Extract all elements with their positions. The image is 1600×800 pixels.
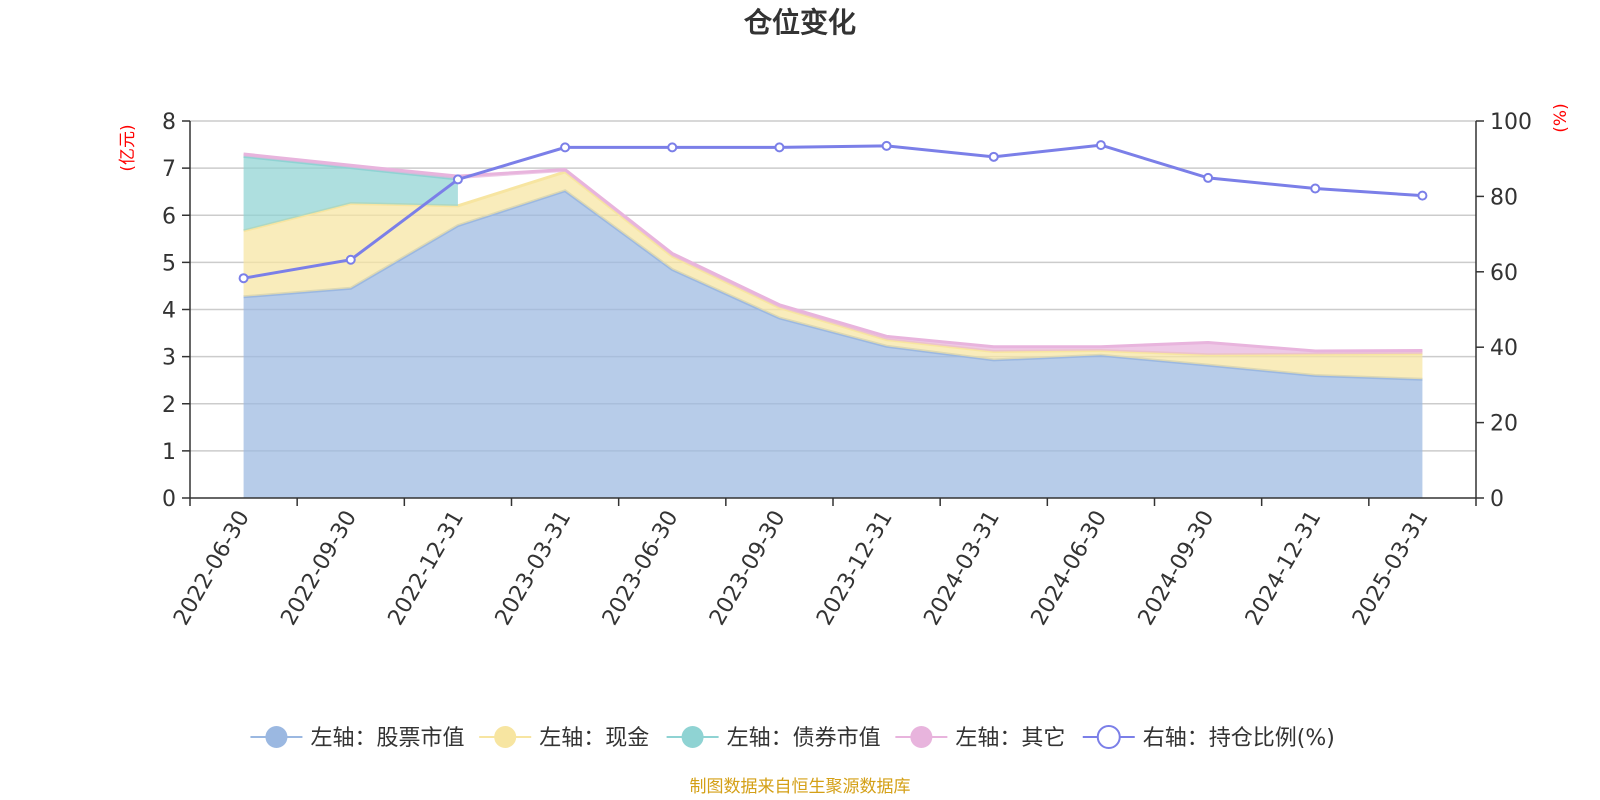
- x-tick-label: 2023-12-31: [812, 507, 898, 630]
- legend-label: 左轴：债券市值: [727, 726, 881, 751]
- right-tick-label: 80: [1490, 185, 1518, 210]
- area-1: [243, 171, 1423, 380]
- ratio-line: [238, 140, 1428, 284]
- ratio-point: [452, 174, 463, 185]
- x-tick-label: 2022-09-30: [276, 507, 362, 630]
- legend-swatch-marker: [1096, 725, 1121, 749]
- x-tick-label: 2023-03-31: [491, 507, 577, 630]
- legend-label: 右轴：持仓比例(%): [1143, 726, 1335, 751]
- data-source-note: 制图数据来自恒生聚源数据库: [690, 777, 911, 797]
- x-tick-label: 2024-12-31: [1241, 507, 1327, 630]
- legend: 左轴：股票市值 左轴：现金 左轴：债券市值 左轴：其它 右轴：持仓比例(%): [250, 725, 1335, 751]
- left-tick-label: 3: [162, 346, 176, 371]
- right-tick-label: 0: [1490, 487, 1504, 512]
- ratio-point: [1095, 140, 1106, 151]
- area-2: [243, 156, 458, 231]
- left-tick-label: 5: [162, 251, 176, 276]
- x-tick-label: 2022-12-31: [384, 507, 470, 630]
- ratio-point: [1203, 172, 1214, 183]
- legend-label: 左轴：股票市值: [310, 726, 464, 751]
- left-tick-label: 4: [162, 299, 176, 324]
- right-tick-label: 20: [1490, 412, 1518, 437]
- right-tick-label: 40: [1490, 336, 1518, 361]
- area-edge-3: [243, 152, 1423, 353]
- left-axis-unit: (亿元): [118, 124, 138, 171]
- ratio-line-path: [243, 143, 1423, 280]
- left-tick-label: 8: [162, 110, 176, 135]
- left-tick-label: 0: [162, 487, 176, 512]
- stacked-areas: [243, 152, 1423, 498]
- legend-swatch-marker: [265, 726, 288, 748]
- legend-label: 左轴：现金: [539, 726, 649, 751]
- x-tick-label: 2024-09-30: [1134, 507, 1220, 630]
- area-edge-1: [243, 170, 1423, 357]
- left-tick-label: 7: [162, 157, 176, 182]
- legend-swatch-marker: [494, 726, 517, 748]
- x-tick-label: 2023-09-30: [705, 507, 791, 630]
- x-tick-label: 2024-06-30: [1027, 507, 1113, 630]
- legend-swatch-marker: [910, 726, 933, 748]
- legend-label: 左轴：其它: [955, 726, 1065, 751]
- ratio-point: [1417, 190, 1428, 201]
- right-tick-label: 100: [1490, 110, 1532, 135]
- ratio-point: [1310, 183, 1321, 194]
- left-tick-label: 2: [162, 393, 176, 418]
- x-tick-label: 2023-06-30: [598, 507, 684, 630]
- legend-swatch-marker: [681, 726, 704, 748]
- ratio-point: [238, 273, 249, 284]
- ratio-point: [988, 151, 999, 162]
- right-axis-unit: (%): [1551, 103, 1571, 132]
- chart-title: 仓位变化: [744, 6, 856, 39]
- x-tick-label: 2025-03-31: [1348, 507, 1434, 630]
- area-0: [243, 190, 1423, 498]
- ratio-point: [881, 140, 892, 151]
- ratio-point: [345, 254, 356, 265]
- ratio-point: [667, 142, 678, 153]
- ratio-point: [560, 142, 571, 153]
- area-edge-2: [243, 154, 459, 181]
- left-tick-label: 6: [162, 204, 176, 229]
- left-tick-label: 1: [162, 440, 176, 465]
- ratio-point: [774, 142, 785, 153]
- x-tick-label: 2024-03-31: [919, 507, 1005, 630]
- right-tick-label: 60: [1490, 261, 1518, 286]
- x-tick-label: 2022-06-30: [169, 507, 255, 630]
